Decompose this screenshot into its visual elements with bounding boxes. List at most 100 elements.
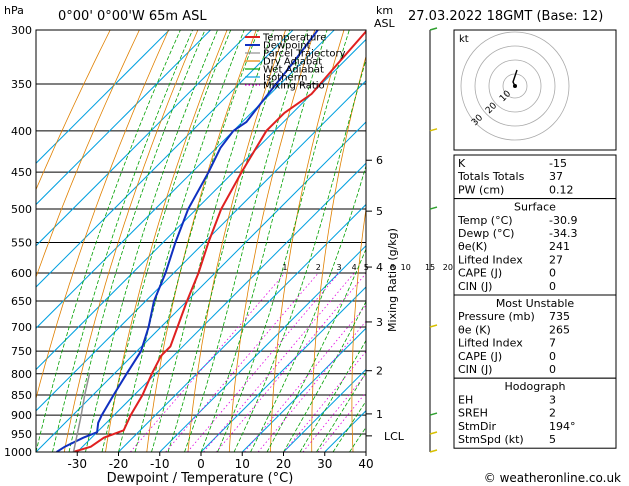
km-tick-label: 1: [376, 408, 383, 421]
wet-adiabat: [316, 371, 366, 452]
legend-label: Wet Adiabat: [263, 65, 324, 76]
dewpoint-profile: [56, 30, 319, 452]
surface-row-label: CAPE (J): [458, 267, 502, 280]
temperature-profile: [72, 30, 366, 452]
wet-adiabat: [200, 30, 328, 452]
km-tick-label: 4: [376, 261, 383, 274]
x-tick-label: -20: [109, 457, 129, 471]
surface-row-label: Dewp (°C): [458, 227, 514, 240]
x-tick-label: 40: [358, 457, 373, 471]
mixing-ratio-label: 20: [443, 263, 453, 272]
wet-adiabat: [167, 30, 291, 452]
pressure-tick-label: 450: [11, 166, 32, 179]
hodograph-table-row-value: 5: [549, 433, 556, 446]
pressure-tick-label: 750: [11, 345, 32, 358]
dry-adiabat: [351, 206, 366, 452]
wind-barb: [429, 412, 438, 416]
mixing-ratio-line: [165, 272, 319, 452]
hodograph-table-row-value: 2: [549, 407, 556, 420]
wet-adiabat: [283, 300, 366, 452]
plot-area: [36, 30, 366, 452]
wet-adiabat: [299, 339, 366, 452]
wind-barb: [429, 449, 438, 453]
indices-row-label: Totals Totals: [457, 170, 525, 183]
hodograph-trace: [512, 69, 518, 87]
hodograph-ring: [474, 45, 556, 127]
mixing-ratio-line: [302, 373, 366, 452]
most-unstable-row-value: 0: [549, 350, 556, 363]
isotherm-line: [36, 30, 335, 329]
isotherm-line: [36, 30, 170, 164]
hodograph-ring: [460, 31, 570, 141]
hodograph-unit: kt: [459, 34, 469, 45]
pressure-tick-label: 700: [11, 321, 32, 334]
isotherm-line: [36, 121, 366, 452]
most-unstable-row-label: Pressure (mb): [458, 310, 535, 323]
legend-label: Parcel Trajectory: [263, 49, 346, 60]
surface-row-label: Temp (°C): [457, 214, 513, 227]
wet-adiabat: [151, 30, 274, 452]
mixing-ratio-line: [283, 350, 366, 452]
wet-adiabat: [101, 30, 232, 452]
wind-barb: [429, 27, 438, 31]
mixing-ratio-line: [244, 304, 366, 452]
most-unstable-title: Most Unstable: [496, 297, 575, 310]
surface-row-label: CIN (J): [458, 280, 492, 293]
hodograph-table-row-label: EH: [458, 393, 473, 406]
x-tick-label: -10: [150, 457, 170, 471]
mixing-ratio-axis-title: Mixing Ratio (g/kg): [386, 228, 399, 332]
hodograph-table-title: Hodograph: [505, 380, 566, 393]
wet-adiabat: [250, 164, 366, 452]
most-unstable-row-value: 265: [549, 323, 570, 336]
indices-row-label: PW (cm): [458, 183, 504, 196]
x-tick-label: -30: [67, 457, 87, 471]
pressure-tick-label: 400: [11, 125, 32, 138]
x-tick-label: 10: [235, 457, 250, 471]
most-unstable-row-value: 0: [549, 363, 556, 376]
wet-adiabat: [68, 30, 206, 452]
indices-row-value: -15: [549, 157, 567, 170]
wet-adiabat: [332, 400, 366, 452]
hodograph-table-box: [453, 377, 617, 449]
dry-adiabat: [311, 54, 366, 452]
x-tick-label: 30: [317, 457, 332, 471]
km-tick-label: 3: [376, 316, 383, 329]
dry-adiabat: [36, 30, 169, 400]
hodograph-ring: [488, 59, 542, 113]
pressure-tick-label: 950: [11, 428, 32, 441]
wind-profile: [429, 27, 438, 453]
wet-adiabat: [134, 30, 259, 452]
pressure-tick-label: 850: [11, 389, 32, 402]
pressure-tick-label: 900: [11, 409, 32, 422]
surface-box: [453, 198, 617, 296]
parcel-trajectory-profile: [72, 373, 91, 452]
km-label: km: [376, 4, 393, 17]
isotherm-line: [36, 30, 211, 206]
most-unstable-row-label: θe (K): [458, 323, 491, 336]
wet-adiabat: [52, 30, 193, 452]
pressure-tick-label: 350: [11, 78, 32, 91]
dry-adiabat: [228, 30, 316, 452]
legend-label: Dewpoint: [263, 41, 311, 52]
dry-adiabat: [36, 30, 140, 279]
dry-adiabat: [146, 30, 257, 452]
wind-barb: [429, 206, 438, 210]
hodograph-frame: [453, 29, 617, 151]
pressure-tick-label: 800: [11, 368, 32, 381]
lcl-label: LCL: [384, 430, 405, 443]
most-unstable-row-label: CIN (J): [458, 363, 492, 376]
km-tick-label: 5: [376, 205, 383, 218]
indices-box: [453, 154, 617, 200]
pressure-tick-label: 650: [11, 295, 32, 308]
isotherm-line: [36, 30, 253, 247]
legend-label: Mixing Ratio: [263, 81, 325, 92]
wet-adiabat: [233, 58, 366, 452]
legend-label: Dry Adiabat: [263, 57, 322, 68]
dry-adiabat: [105, 30, 228, 452]
mixing-ratio-label: 1: [282, 263, 287, 272]
legend-label: Isotherm: [263, 73, 307, 84]
mixing-ratio-line: [203, 272, 355, 452]
isotherm-line: [200, 286, 366, 452]
